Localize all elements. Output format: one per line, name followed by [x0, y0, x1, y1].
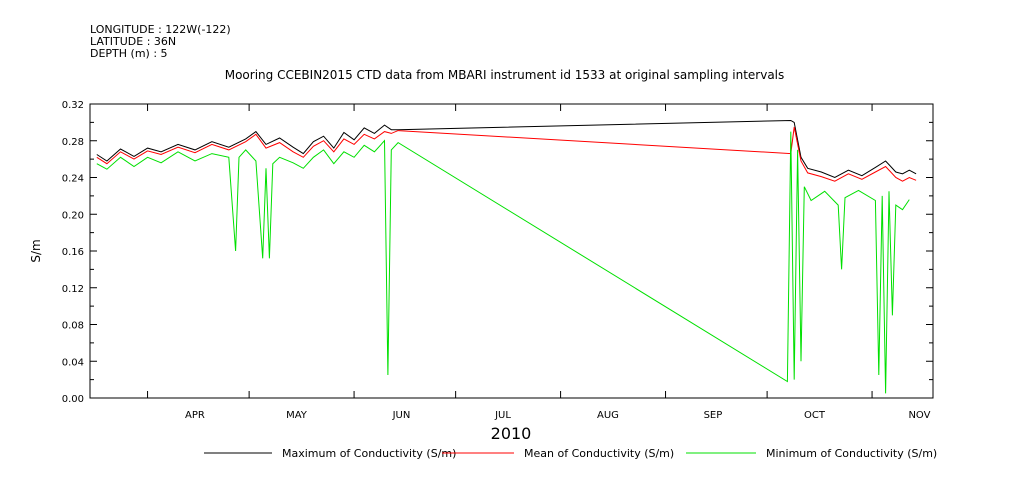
longitude-label: LONGITUDE : 122W(-122)	[90, 23, 231, 36]
legend: Maximum of Conductivity (S/m) Mean of Con…	[204, 447, 937, 460]
legend-label-3: Minimum of Conductivity (S/m)	[766, 447, 937, 460]
y-tick-label: 0.16	[62, 247, 84, 258]
series-line-2	[96, 126, 917, 182]
x-tick-label: JUL	[494, 410, 511, 421]
x-tick-label: MAY	[286, 410, 308, 421]
y-tick-label: 0.20	[62, 210, 84, 221]
x-axis-label: 2010	[491, 424, 532, 443]
chart-title: Mooring CCEBIN2015 CTD data from MBARI i…	[224, 68, 785, 82]
x-axis: APR MAY JUN JUL AUG SEP OCT NOV	[147, 104, 931, 421]
x-tick-label: OCT	[804, 410, 826, 421]
latitude-label: LATITUDE : 36N	[90, 35, 177, 48]
x-tick-label: SEP	[704, 410, 723, 421]
plot-frame	[89, 103, 934, 399]
y-tick-label: 0.24	[62, 174, 84, 185]
x-tick-label: AUG	[597, 410, 619, 421]
y-tick-label: 0.08	[62, 321, 84, 332]
y-tick-label: 0.00	[62, 394, 84, 405]
y-tick-label: 0.32	[62, 100, 84, 111]
x-tick-label: APR	[185, 410, 205, 421]
x-tick-label: JUN	[392, 410, 411, 421]
y-tick-label: 0.04	[62, 357, 84, 368]
depth-label: DEPTH (m) : 5	[90, 47, 168, 60]
y-tick-label: 0.28	[62, 137, 84, 148]
y-tick-label: 0.12	[62, 284, 84, 295]
series-line-1	[96, 119, 917, 179]
legend-label-1: Maximum of Conductivity (S/m)	[282, 447, 456, 460]
y-axis-label: S/m	[29, 239, 43, 262]
x-tick-label: NOV	[908, 410, 930, 421]
legend-label-2: Mean of Conductivity (S/m)	[524, 447, 674, 460]
series-group	[96, 119, 917, 394]
y-axis: 0.00 0.04 0.08 0.12 0.16 0.20 0.24 0.28 0.32	[62, 100, 933, 405]
series-line-3	[96, 131, 910, 394]
